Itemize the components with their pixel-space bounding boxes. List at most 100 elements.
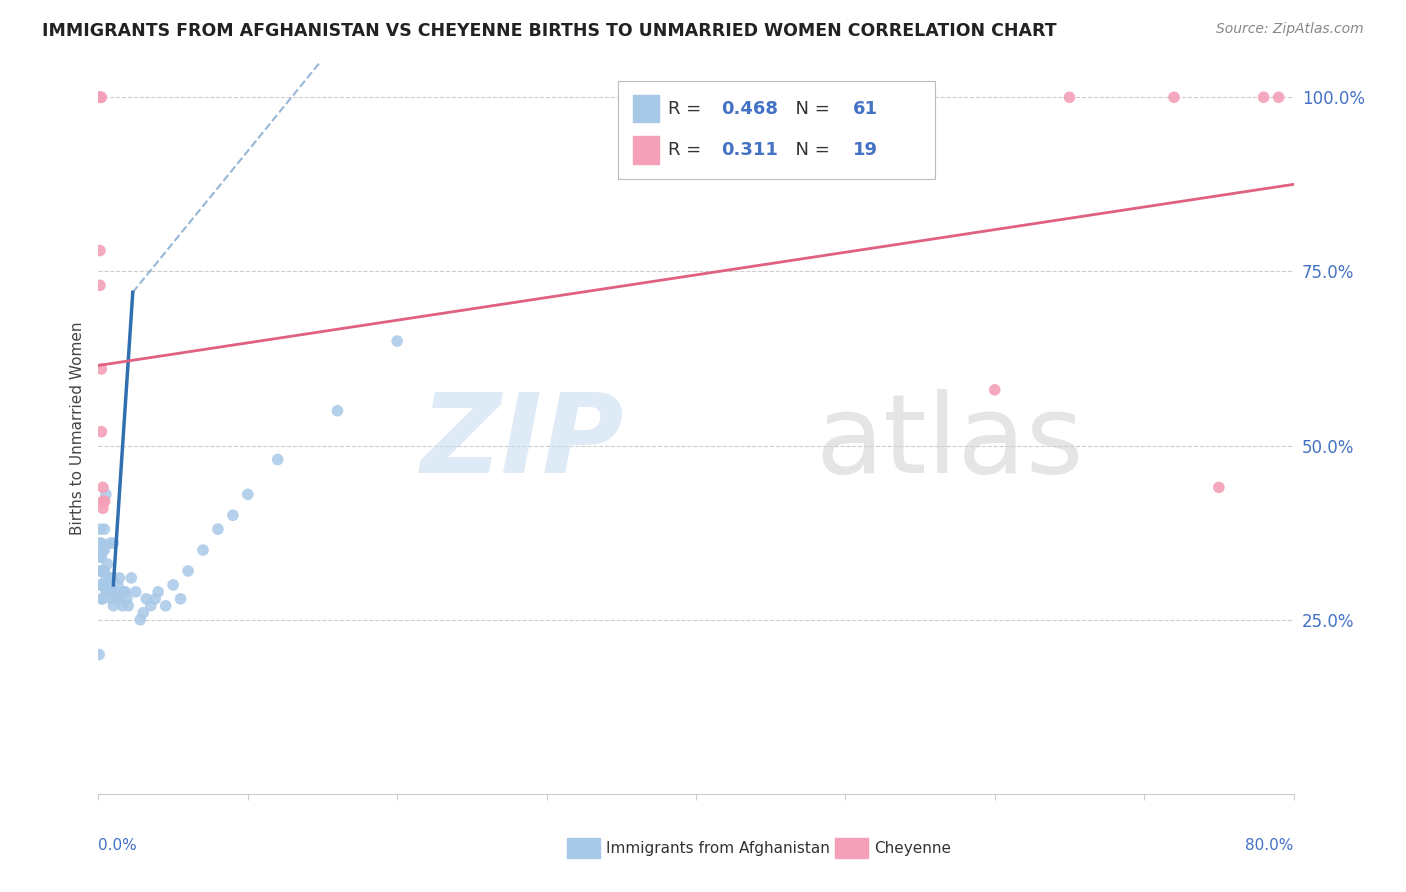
Point bbox=[1059, 90, 1081, 104]
Point bbox=[111, 599, 134, 613]
Point bbox=[90, 425, 112, 439]
FancyBboxPatch shape bbox=[619, 81, 935, 179]
Point bbox=[89, 564, 111, 578]
Bar bbox=[633, 95, 659, 122]
Point bbox=[98, 536, 122, 550]
Point bbox=[89, 90, 111, 104]
Point bbox=[91, 501, 114, 516]
Point bbox=[94, 571, 117, 585]
Text: Cheyenne: Cheyenne bbox=[875, 840, 950, 855]
Point bbox=[267, 452, 290, 467]
Point bbox=[169, 591, 191, 606]
Point bbox=[101, 571, 124, 585]
Bar bbox=[835, 838, 868, 857]
Point bbox=[93, 494, 115, 508]
Point bbox=[89, 90, 111, 104]
Point bbox=[96, 578, 118, 592]
Text: 19: 19 bbox=[852, 141, 877, 159]
Text: N =: N = bbox=[785, 141, 837, 159]
Point bbox=[90, 578, 112, 592]
Point bbox=[112, 585, 135, 599]
Point bbox=[93, 494, 115, 508]
Point bbox=[91, 480, 114, 494]
Bar bbox=[567, 838, 600, 857]
Point bbox=[1208, 480, 1230, 494]
Point bbox=[90, 362, 112, 376]
Text: 0.0%: 0.0% bbox=[98, 838, 138, 853]
Point bbox=[104, 585, 127, 599]
Point bbox=[222, 508, 245, 523]
Point bbox=[177, 564, 200, 578]
Point bbox=[103, 536, 125, 550]
Point bbox=[89, 278, 111, 293]
Point bbox=[89, 578, 111, 592]
Text: 0.311: 0.311 bbox=[721, 141, 778, 159]
Point bbox=[89, 536, 111, 550]
Text: ZIP: ZIP bbox=[420, 389, 624, 496]
Point bbox=[89, 244, 111, 258]
Point bbox=[91, 543, 114, 558]
Point bbox=[117, 599, 139, 613]
Point bbox=[162, 578, 184, 592]
Point bbox=[89, 522, 111, 536]
Point bbox=[108, 571, 131, 585]
Point bbox=[191, 543, 214, 558]
Bar bbox=[633, 136, 659, 164]
Point bbox=[115, 591, 138, 606]
Point bbox=[139, 599, 162, 613]
Point bbox=[89, 648, 111, 662]
Text: atlas: atlas bbox=[815, 389, 1084, 496]
Point bbox=[101, 591, 124, 606]
Point bbox=[98, 585, 122, 599]
Point bbox=[105, 591, 128, 606]
Point bbox=[97, 585, 120, 599]
Point bbox=[135, 591, 157, 606]
Point bbox=[125, 585, 148, 599]
Text: 61: 61 bbox=[852, 100, 877, 118]
Point bbox=[1253, 90, 1275, 104]
Point bbox=[93, 578, 115, 592]
Point bbox=[94, 585, 117, 599]
Text: R =: R = bbox=[668, 100, 707, 118]
Point bbox=[93, 564, 115, 578]
Point bbox=[90, 591, 112, 606]
Point bbox=[155, 599, 177, 613]
Point bbox=[90, 564, 112, 578]
Text: IMMIGRANTS FROM AFGHANISTAN VS CHEYENNE BIRTHS TO UNMARRIED WOMEN CORRELATION CH: IMMIGRANTS FROM AFGHANISTAN VS CHEYENNE … bbox=[42, 22, 1057, 40]
Point bbox=[94, 487, 117, 501]
Text: R =: R = bbox=[668, 141, 713, 159]
Point bbox=[385, 334, 409, 348]
Point bbox=[1267, 90, 1289, 104]
Point bbox=[143, 591, 166, 606]
Point bbox=[93, 543, 115, 558]
Point bbox=[110, 591, 132, 606]
Text: N =: N = bbox=[785, 100, 837, 118]
Point bbox=[103, 599, 125, 613]
Point bbox=[90, 90, 112, 104]
Text: 80.0%: 80.0% bbox=[1246, 838, 1294, 853]
Point bbox=[132, 606, 155, 620]
Y-axis label: Births to Unmarried Women: Births to Unmarried Women bbox=[69, 321, 84, 535]
Text: 0.468: 0.468 bbox=[721, 100, 778, 118]
Point bbox=[148, 585, 170, 599]
Point bbox=[326, 403, 349, 417]
Point bbox=[96, 557, 118, 571]
Point bbox=[89, 549, 111, 564]
Point bbox=[984, 383, 1007, 397]
Point bbox=[91, 578, 114, 592]
Point bbox=[207, 522, 229, 536]
Text: Immigrants from Afghanistan: Immigrants from Afghanistan bbox=[606, 840, 830, 855]
Point bbox=[91, 591, 114, 606]
Point bbox=[236, 487, 259, 501]
Point bbox=[129, 613, 152, 627]
Point bbox=[114, 585, 136, 599]
Point bbox=[93, 522, 115, 536]
Point bbox=[91, 564, 114, 578]
Point bbox=[90, 536, 112, 550]
Point bbox=[120, 571, 142, 585]
Point bbox=[89, 90, 111, 104]
Point bbox=[107, 578, 129, 592]
Point bbox=[91, 494, 114, 508]
Text: Source: ZipAtlas.com: Source: ZipAtlas.com bbox=[1216, 22, 1364, 37]
Point bbox=[97, 571, 120, 585]
